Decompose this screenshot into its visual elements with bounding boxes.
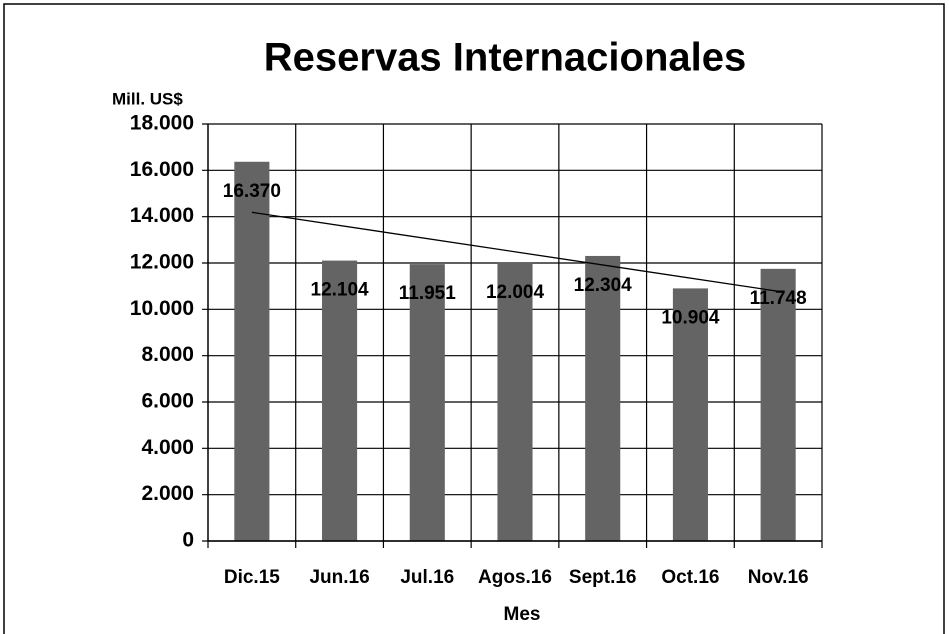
bar: [760, 268, 796, 541]
frame: [3, 3, 945, 634]
bar: [672, 288, 708, 541]
value-label: 11.748: [750, 288, 807, 309]
y-tick-label: 14.000: [130, 204, 194, 227]
value-label: 11.951: [399, 283, 456, 304]
y-tick-label: 16.000: [130, 158, 194, 181]
y-tick-label: 18.000: [130, 112, 194, 135]
bar: [234, 161, 270, 542]
y-tick-label: 0: [182, 529, 194, 552]
bar: [322, 260, 358, 541]
y-tick-label: 10.000: [130, 297, 194, 320]
trend-line: [251, 211, 779, 292]
value-label: 10.904: [661, 307, 720, 328]
chart-title: Reservas Internacionales: [264, 36, 746, 80]
bar: [497, 262, 533, 541]
x-tick-label: Jul.16: [400, 567, 454, 588]
x-tick-label: Jun.16: [309, 567, 369, 588]
y-axis-label: Mill. US$: [112, 89, 183, 108]
x-tick-label: Oct.16: [661, 567, 719, 588]
x-tick-label: Nov.16: [748, 567, 809, 588]
x-axis-label: Mes: [504, 604, 541, 625]
y-tick-label: 12.000: [130, 251, 194, 274]
y-tick-label: 4.000: [141, 436, 194, 459]
y-tick-label: 2.000: [141, 482, 194, 505]
x-tick-label: Dic.15: [224, 567, 280, 588]
value-label: 16.370: [223, 181, 281, 202]
bar: [409, 264, 445, 541]
value-label: 12.004: [486, 282, 545, 303]
bar: [585, 255, 621, 541]
x-tick-label: Agos.16: [478, 567, 552, 588]
value-label: 12.304: [574, 275, 633, 296]
y-tick-label: 6.000: [141, 390, 194, 413]
y-tick-label: 8.000: [141, 343, 194, 366]
x-tick-label: Sept.16: [569, 567, 637, 588]
value-label: 12.104: [311, 280, 370, 301]
